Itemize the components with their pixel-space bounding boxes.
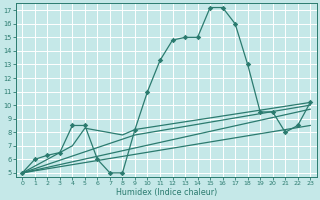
X-axis label: Humidex (Indice chaleur): Humidex (Indice chaleur)	[116, 188, 217, 197]
